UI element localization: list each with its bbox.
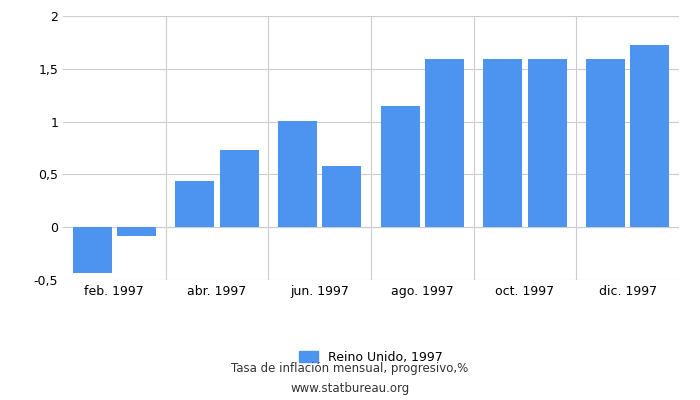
Bar bbox=[528, 59, 566, 227]
Bar bbox=[73, 227, 112, 273]
Bar bbox=[117, 227, 156, 236]
Text: Tasa de inflación mensual, progresivo,%: Tasa de inflación mensual, progresivo,% bbox=[232, 362, 468, 375]
Bar bbox=[278, 120, 317, 227]
Bar bbox=[176, 181, 214, 227]
Bar bbox=[586, 59, 625, 227]
Text: www.statbureau.org: www.statbureau.org bbox=[290, 382, 410, 395]
Bar bbox=[630, 44, 669, 227]
Bar bbox=[484, 59, 522, 227]
Legend: Reino Unido, 1997: Reino Unido, 1997 bbox=[294, 346, 448, 369]
Bar bbox=[425, 59, 464, 227]
Bar bbox=[220, 150, 258, 227]
Bar bbox=[322, 166, 361, 227]
Bar bbox=[381, 106, 420, 227]
